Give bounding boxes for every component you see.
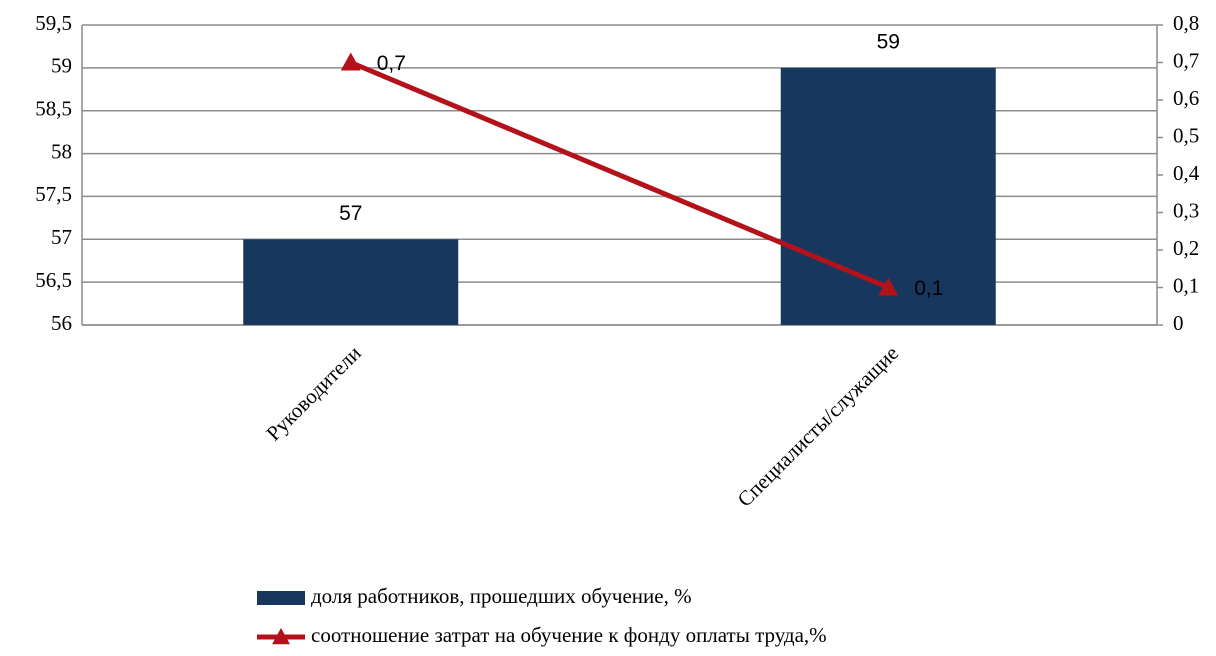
y2-tick-label: 0,6 bbox=[1173, 86, 1199, 110]
y-tick-label: 58 bbox=[51, 139, 72, 163]
line-marker bbox=[340, 52, 361, 71]
y2-tick-label: 0,1 bbox=[1173, 273, 1199, 297]
x-tick-label: Руководители bbox=[261, 341, 365, 445]
y2-tick-label: 0,5 bbox=[1173, 123, 1199, 147]
legend-label: доля работников, прошедших обучение, % bbox=[311, 584, 692, 608]
y2-tick-label: 0,2 bbox=[1173, 236, 1199, 260]
legend-marker bbox=[272, 628, 290, 645]
legend-label: соотношение затрат на обучение к фонду о… bbox=[311, 623, 827, 647]
y-tick-label: 59,5 bbox=[35, 11, 72, 35]
y2-tick-label: 0,7 bbox=[1173, 48, 1199, 72]
legend-swatch bbox=[257, 591, 305, 605]
data-label: 0,7 bbox=[377, 52, 406, 75]
data-label: 59 bbox=[877, 30, 900, 53]
y-tick-label: 58,5 bbox=[35, 97, 72, 121]
data-label: 0,1 bbox=[914, 277, 943, 300]
y-tick-label: 59 bbox=[51, 54, 72, 78]
line bbox=[349, 60, 890, 290]
y-tick-label: 56 bbox=[51, 311, 72, 335]
bar bbox=[243, 239, 459, 325]
x-tick-label: Специалисты/служащие bbox=[733, 341, 904, 512]
y2-tick-label: 0 bbox=[1173, 311, 1184, 335]
y2-tick-label: 0,4 bbox=[1173, 161, 1200, 185]
data-label: 57 bbox=[339, 202, 362, 225]
y-tick-label: 57,5 bbox=[35, 182, 72, 206]
y-tick-label: 57 bbox=[51, 225, 72, 249]
y2-tick-label: 0,3 bbox=[1173, 198, 1199, 222]
y-tick-label: 56,5 bbox=[35, 268, 72, 292]
y2-tick-label: 0,8 bbox=[1173, 11, 1199, 35]
line-marker bbox=[878, 277, 899, 296]
